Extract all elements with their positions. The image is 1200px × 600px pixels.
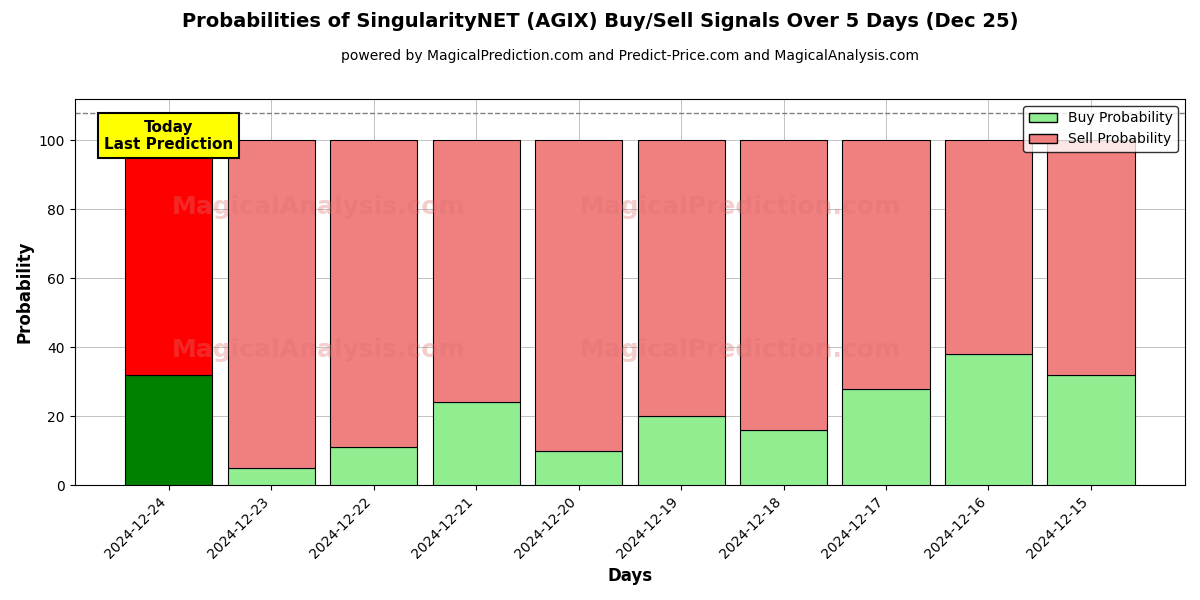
Bar — [228, 140, 314, 468]
Bar — [1048, 375, 1134, 485]
Bar — [330, 447, 418, 485]
X-axis label: Days: Days — [607, 567, 653, 585]
Bar — [842, 389, 930, 485]
Bar — [944, 140, 1032, 354]
Bar — [432, 403, 520, 485]
Legend: Buy Probability, Sell Probability: Buy Probability, Sell Probability — [1024, 106, 1178, 152]
Bar — [535, 140, 622, 451]
Bar — [1048, 140, 1134, 375]
Bar — [740, 140, 827, 430]
Bar — [228, 468, 314, 485]
Bar — [535, 451, 622, 485]
Text: MagicalPrediction.com: MagicalPrediction.com — [581, 338, 901, 362]
Text: MagicalAnalysis.com: MagicalAnalysis.com — [172, 338, 466, 362]
Bar — [125, 375, 212, 485]
Text: Probabilities of SingularityNET (AGIX) Buy/Sell Signals Over 5 Days (Dec 25): Probabilities of SingularityNET (AGIX) B… — [181, 12, 1019, 31]
Bar — [432, 140, 520, 403]
Bar — [637, 416, 725, 485]
Bar — [330, 140, 418, 447]
Bar — [125, 140, 212, 375]
Text: MagicalAnalysis.com: MagicalAnalysis.com — [172, 195, 466, 219]
Bar — [944, 354, 1032, 485]
Y-axis label: Probability: Probability — [16, 241, 34, 343]
Text: MagicalPrediction.com: MagicalPrediction.com — [581, 195, 901, 219]
Text: Today
Last Prediction: Today Last Prediction — [104, 119, 233, 152]
Bar — [637, 140, 725, 416]
Bar — [842, 140, 930, 389]
Title: powered by MagicalPrediction.com and Predict-Price.com and MagicalAnalysis.com: powered by MagicalPrediction.com and Pre… — [341, 49, 919, 63]
Bar — [740, 430, 827, 485]
